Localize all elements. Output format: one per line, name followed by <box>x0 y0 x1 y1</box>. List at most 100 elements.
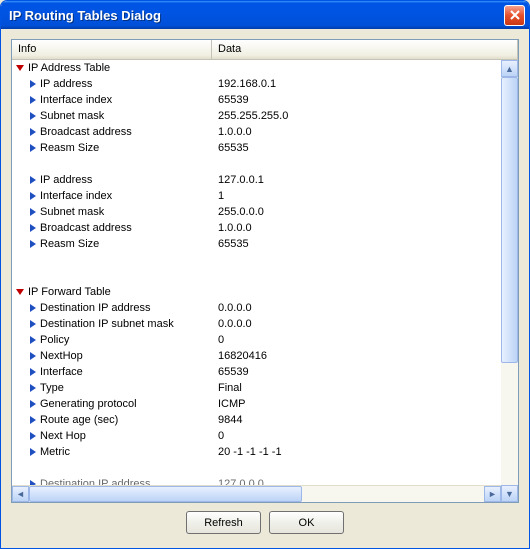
property-label: IP address <box>40 172 92 188</box>
property-label: Destination IP subnet mask <box>40 316 174 332</box>
property-label: Interface <box>40 364 83 380</box>
property-value: 9844 <box>212 412 501 428</box>
property-label: Subnet mask <box>40 108 104 124</box>
grid-header: Info Data <box>12 40 518 60</box>
property-label: Interface index <box>40 92 112 108</box>
property-label: NextHop <box>40 348 83 364</box>
hscroll-track[interactable] <box>29 486 484 502</box>
property-label: Interface index <box>40 188 112 204</box>
column-header-data[interactable]: Data <box>212 40 518 59</box>
refresh-button[interactable]: Refresh <box>186 511 261 534</box>
property-row[interactable]: Generating protocol ICMP <box>12 396 501 412</box>
property-value: 65535 <box>212 140 501 156</box>
property-row[interactable]: Route age (sec) 9844 <box>12 412 501 428</box>
tree-grid: Info Data IP Address TableIP address192.… <box>11 39 519 503</box>
property-row[interactable]: Reasm Size 65535 <box>12 236 501 252</box>
property-label: Destination IP address <box>40 476 150 485</box>
property-label: Route age (sec) <box>40 412 118 428</box>
property-row[interactable]: IP address 127.0.0.1 <box>12 172 501 188</box>
close-button[interactable] <box>504 5 525 26</box>
property-value: 16820416 <box>212 348 501 364</box>
vscroll-track[interactable] <box>501 77 518 485</box>
property-row[interactable]: Broadcast address 1.0.0.0 <box>12 124 501 140</box>
property-value: 20 -1 -1 -1 -1 <box>212 444 501 460</box>
property-row[interactable]: Type Final <box>12 380 501 396</box>
titlebar[interactable]: IP Routing Tables Dialog <box>1 1 529 29</box>
leaf-icon <box>30 432 36 440</box>
dialog-window: IP Routing Tables Dialog Info Data IP Ad… <box>0 0 530 549</box>
leaf-icon <box>30 176 36 184</box>
property-value: 65535 <box>212 236 501 252</box>
leaf-icon <box>30 416 36 424</box>
leaf-icon <box>30 192 36 200</box>
property-value: ICMP <box>212 396 501 412</box>
property-label: Metric <box>40 444 70 460</box>
leaf-icon <box>30 448 36 456</box>
section-row[interactable]: IP Address Table <box>12 60 501 76</box>
property-value: 1.0.0.0 <box>212 124 501 140</box>
dialog-content: Info Data IP Address TableIP address192.… <box>1 29 529 548</box>
property-value: 127.0.0.0 <box>212 476 501 485</box>
property-label: Reasm Size <box>40 236 99 252</box>
property-row[interactable]: Reasm Size65535 <box>12 140 501 156</box>
property-row[interactable]: Subnet mask 255.255.255.0 <box>12 108 501 124</box>
collapse-icon[interactable] <box>16 65 24 71</box>
property-row[interactable]: Destination IP address0.0.0.0 <box>12 300 501 316</box>
property-label: Subnet mask <box>40 204 104 220</box>
property-label: Next Hop <box>40 428 86 444</box>
property-label: Broadcast address <box>40 124 132 140</box>
property-value: 255.255.255.0 <box>212 108 501 124</box>
hscroll-thumb[interactable] <box>29 486 302 502</box>
leaf-icon <box>30 480 36 485</box>
property-row[interactable]: Interface65539 <box>12 364 501 380</box>
property-value: 127.0.0.1 <box>212 172 501 188</box>
leaf-icon <box>30 128 36 136</box>
scroll-left-button[interactable]: ◄ <box>12 486 29 502</box>
property-value: 255.0.0.0 <box>212 204 501 220</box>
column-header-info[interactable]: Info <box>12 40 212 59</box>
leaf-icon <box>30 400 36 408</box>
spacer-row <box>12 460 501 476</box>
property-row[interactable]: Subnet mask 255.0.0.0 <box>12 204 501 220</box>
leaf-icon <box>30 112 36 120</box>
leaf-icon <box>30 144 36 152</box>
vscroll-thumb[interactable] <box>501 77 518 363</box>
horizontal-scrollbar[interactable]: ◄ ► <box>12 485 501 502</box>
property-row[interactable]: Next Hop0 <box>12 428 501 444</box>
scroll-down-button[interactable]: ▼ <box>501 485 518 502</box>
property-row[interactable]: Interface index 65539 <box>12 92 501 108</box>
spacer-row <box>12 268 501 284</box>
leaf-icon <box>30 80 36 88</box>
property-row[interactable]: IP address192.168.0.1 <box>12 76 501 92</box>
property-value: Final <box>212 380 501 396</box>
property-value: 65539 <box>212 92 501 108</box>
leaf-icon <box>30 240 36 248</box>
property-value: 1 <box>212 188 501 204</box>
leaf-icon <box>30 304 36 312</box>
scroll-up-button[interactable]: ▲ <box>501 60 518 77</box>
property-label: Policy <box>40 332 69 348</box>
property-row[interactable]: Interface index 1 <box>12 188 501 204</box>
property-row[interactable]: Metric 20 -1 -1 -1 -1 <box>12 444 501 460</box>
property-row[interactable]: Policy 0 <box>12 332 501 348</box>
property-value: 0 <box>212 332 501 348</box>
button-row: Refresh OK <box>11 509 519 538</box>
property-row[interactable]: NextHop 16820416 <box>12 348 501 364</box>
section-row[interactable]: IP Forward Table <box>12 284 501 300</box>
property-row[interactable]: Broadcast address1.0.0.0 <box>12 220 501 236</box>
ok-button[interactable]: OK <box>269 511 344 534</box>
spacer-row <box>12 156 501 172</box>
section-label: IP Forward Table <box>28 284 111 300</box>
grid-body[interactable]: IP Address TableIP address192.168.0.1Int… <box>12 60 501 485</box>
leaf-icon <box>30 208 36 216</box>
property-row[interactable]: Destination IP subnet mask0.0.0.0 <box>12 316 501 332</box>
property-row[interactable]: Destination IP address 127.0.0.0 <box>12 476 501 485</box>
property-label: IP address <box>40 76 92 92</box>
property-label: Type <box>40 380 64 396</box>
leaf-icon <box>30 96 36 104</box>
vertical-scrollbar[interactable]: ▲ ▼ <box>501 60 518 502</box>
property-value: 0.0.0.0 <box>212 300 501 316</box>
collapse-icon[interactable] <box>16 289 24 295</box>
property-label: Generating protocol <box>40 396 137 412</box>
scroll-right-button[interactable]: ► <box>484 486 501 502</box>
